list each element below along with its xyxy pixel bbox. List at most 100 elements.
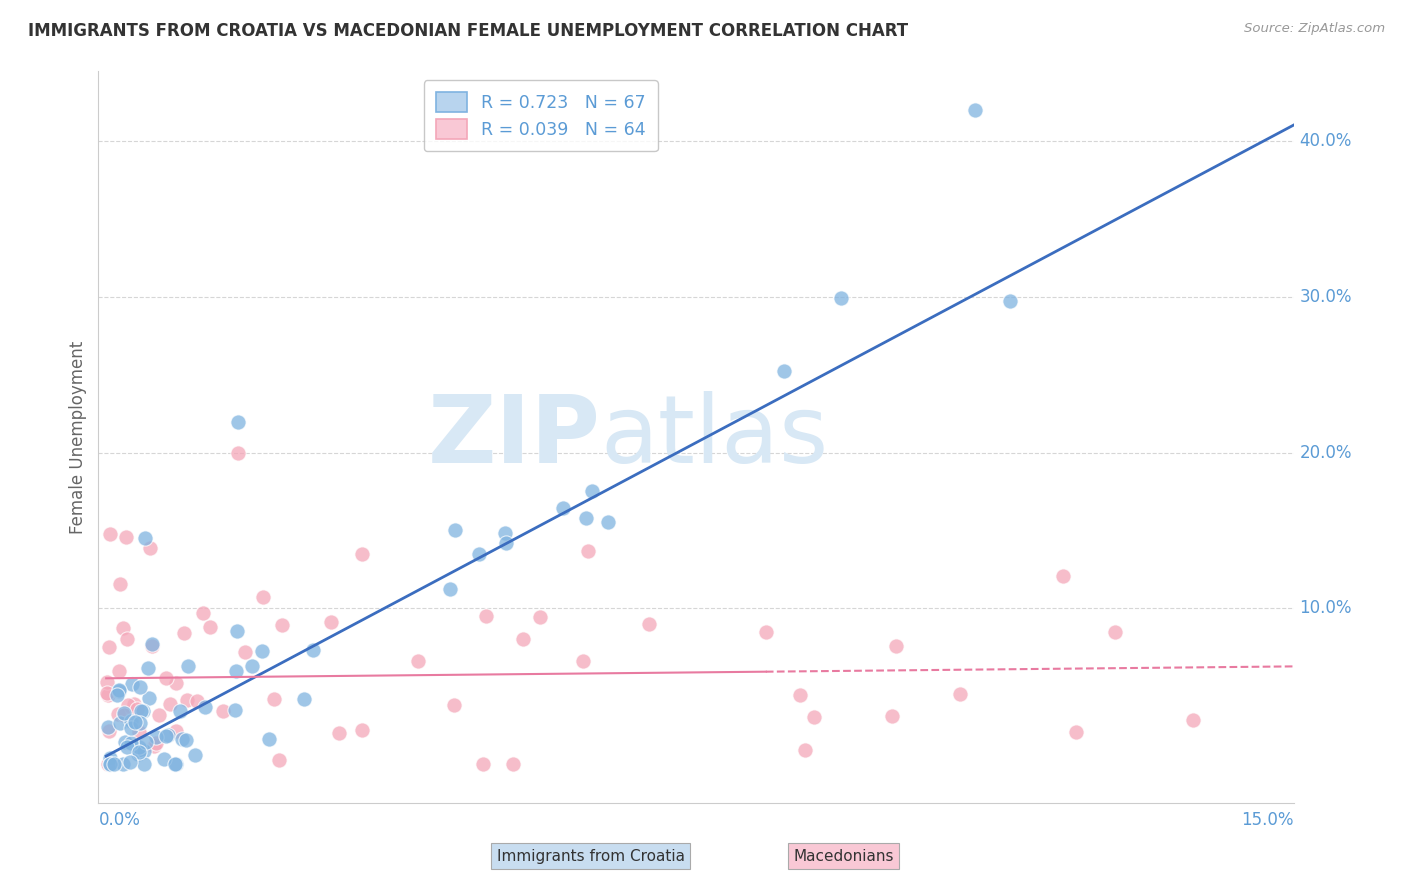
Text: IMMIGRANTS FROM CROATIA VS MACEDONIAN FEMALE UNEMPLOYMENT CORRELATION CHART: IMMIGRANTS FROM CROATIA VS MACEDONIAN FE… [28,22,908,40]
Point [111,621,134,635]
Point [141,637,163,651]
Text: 20.0%: 20.0% [1299,443,1353,462]
Point [114,735,136,749]
Point [240,659,263,673]
Point [439,582,461,596]
Point [118,755,141,769]
Point [131,704,153,718]
Point [998,294,1021,309]
Text: atlas: atlas [600,391,828,483]
Point [127,747,149,761]
Point [292,691,315,706]
Point [97,756,120,771]
Point [128,716,150,731]
Point [529,610,551,624]
Point [98,756,121,771]
Point [177,659,200,673]
Point [803,710,825,724]
Legend: R = 0.723   N = 67, R = 0.039   N = 64: R = 0.723 N = 67, R = 0.039 N = 64 [423,80,658,152]
Point [141,639,163,653]
Point [148,707,170,722]
Point [198,620,221,634]
Point [176,692,198,706]
Point [328,725,350,739]
Point [110,716,132,731]
Point [949,687,972,701]
Point [108,576,131,591]
Point [132,756,155,771]
Point [581,483,603,498]
Point [252,590,274,604]
Point [474,609,496,624]
Point [105,688,128,702]
Point [443,523,465,537]
Point [551,501,574,516]
Point [1064,725,1087,739]
Point [132,744,155,758]
Point [263,692,285,706]
Text: Macedonians: Macedonians [793,849,894,863]
Point [155,671,177,685]
Point [571,654,593,668]
Point [830,291,852,305]
Point [115,530,138,544]
Text: Source: ZipAtlas.com: Source: ZipAtlas.com [1244,22,1385,36]
Point [319,615,342,630]
Point [108,683,131,698]
Point [350,723,373,737]
Point [165,724,187,739]
Point [120,736,142,750]
Point [135,735,157,749]
Point [194,699,217,714]
Point [139,541,162,556]
Point [155,729,177,743]
Point [884,639,907,653]
Text: 15.0%: 15.0% [1241,811,1294,829]
Text: 0.0%: 0.0% [98,811,141,829]
Point [112,707,135,722]
Point [211,704,233,718]
Point [107,683,129,698]
Point [793,743,815,757]
Point [136,661,159,675]
Point [226,415,249,429]
Point [233,645,256,659]
Point [352,547,374,561]
Point [773,364,796,378]
Point [191,606,214,620]
Point [1052,568,1074,582]
Point [170,732,193,747]
Point [125,701,148,715]
Point [271,618,294,632]
Point [186,694,208,708]
Text: Immigrants from Croatia: Immigrants from Croatia [496,849,685,863]
Text: 30.0%: 30.0% [1299,288,1353,306]
Point [120,721,142,735]
Point [128,739,150,754]
Point [267,753,290,767]
Text: 40.0%: 40.0% [1299,132,1353,151]
Point [224,703,246,717]
Point [638,616,661,631]
Point [134,531,156,545]
Point [576,544,599,558]
Point [121,714,143,729]
Text: ZIP: ZIP [427,391,600,483]
Point [169,704,191,718]
Point [121,677,143,691]
Point [225,664,247,678]
Point [96,675,118,690]
Point [174,733,197,747]
Point [98,724,121,739]
Point [100,750,122,764]
Point [502,756,524,771]
Point [467,547,489,561]
Point [183,747,205,762]
Point [574,511,596,525]
Point [472,756,495,771]
Point [225,624,247,638]
Point [257,731,280,746]
Point [115,740,138,755]
Point [145,736,167,750]
Point [98,640,121,654]
